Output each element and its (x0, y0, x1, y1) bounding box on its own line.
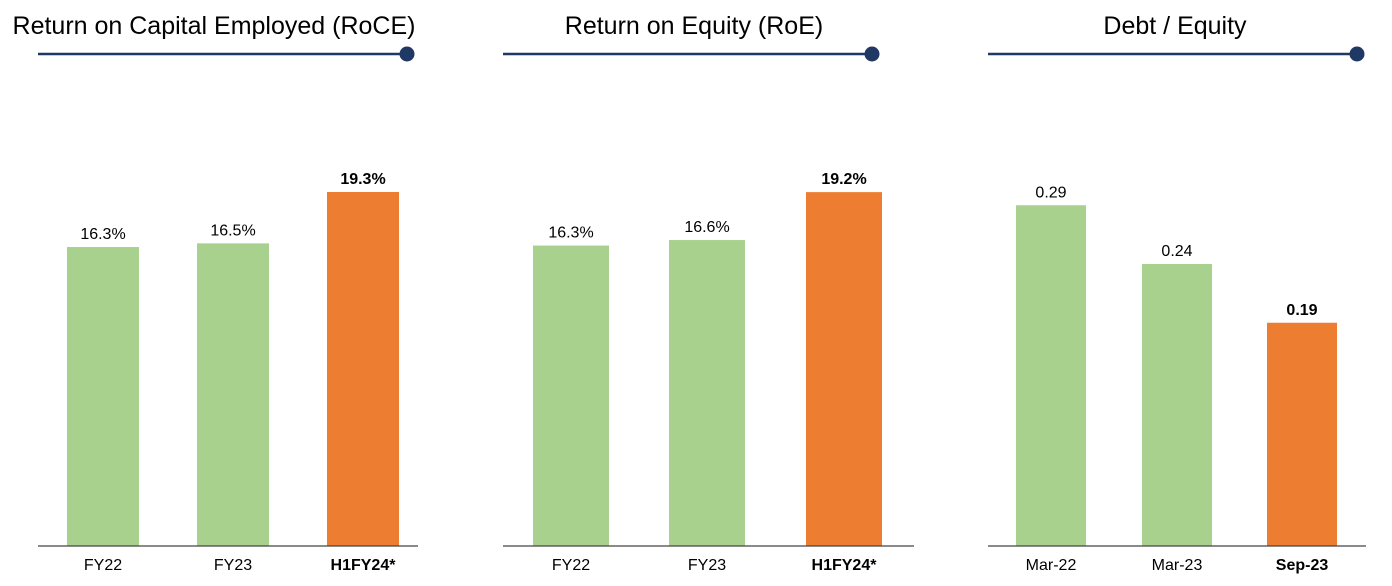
chart-panel-3: Debt / Equity 0.29 Mar-22 0.24 Mar-23 0.19 Sep… (988, 12, 1366, 574)
data-label: 19.3% (340, 171, 385, 188)
data-label: 16.3% (548, 225, 593, 242)
bar-mar-22 (1016, 205, 1086, 546)
data-label: 0.19 (1286, 302, 1317, 319)
title-underline-dot (1349, 46, 1365, 62)
category-tick-label: Mar-23 (1152, 557, 1203, 574)
category-tick-label: FY23 (214, 557, 252, 574)
chart-title: Return on Capital Employed (RoCE) (13, 12, 416, 40)
category-tick-label: Sep-23 (1276, 557, 1329, 574)
bar-mar-23 (1142, 264, 1212, 546)
chart-panel-1: Return on Capital Employed (RoCE) 16.3% FY… (13, 12, 418, 574)
category-tick-label: FY23 (688, 557, 726, 574)
data-label: 16.5% (210, 222, 255, 239)
bar-h1fy24- (327, 192, 399, 546)
bar-fy22 (533, 245, 609, 546)
bar-sep-23 (1267, 322, 1337, 546)
data-label: 19.2% (821, 171, 866, 188)
data-label: 0.29 (1035, 184, 1066, 201)
category-tick-label: H1FY24* (331, 557, 397, 574)
bar-h1fy24- (806, 192, 882, 546)
bar-fy22 (67, 247, 139, 546)
chart-title: Return on Equity (RoE) (565, 12, 823, 40)
data-label: 16.3% (80, 226, 125, 243)
category-tick-label: FY22 (552, 557, 590, 574)
category-tick-label: FY22 (84, 557, 122, 574)
chart-title: Debt / Equity (1103, 12, 1247, 40)
title-underline-dot (864, 46, 880, 62)
title-underline-dot (399, 46, 415, 62)
bar-fy23 (197, 243, 269, 547)
bar-fy23 (669, 240, 745, 546)
data-label: 0.24 (1161, 243, 1192, 260)
category-tick-label: H1FY24* (812, 557, 878, 574)
data-label: 16.6% (684, 219, 729, 236)
category-tick-label: Mar-22 (1026, 557, 1077, 574)
chart-panel-2: Return on Equity (RoE) 16.3% FY22 16.6% FY23… (503, 12, 914, 574)
